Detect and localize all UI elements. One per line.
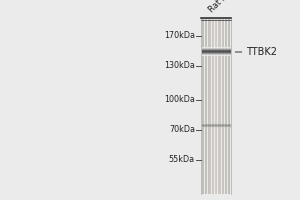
Bar	[210, 18, 211, 194]
Bar	[209, 18, 210, 194]
Text: 170kDa: 170kDa	[164, 31, 195, 40]
Bar	[213, 18, 214, 194]
Bar	[220, 18, 221, 194]
Bar	[212, 18, 213, 194]
Bar	[202, 18, 203, 194]
Bar	[222, 18, 223, 194]
Bar	[230, 18, 231, 194]
Bar	[206, 18, 207, 194]
Text: 130kDa: 130kDa	[164, 62, 195, 71]
Bar	[224, 18, 225, 194]
Text: 70kDa: 70kDa	[169, 126, 195, 134]
Text: Rat brain: Rat brain	[207, 0, 240, 14]
Bar	[215, 18, 216, 194]
Bar	[214, 18, 215, 194]
Bar	[225, 18, 226, 194]
Bar	[207, 18, 208, 194]
Bar	[221, 18, 222, 194]
Bar	[208, 18, 209, 194]
Bar	[228, 18, 229, 194]
Bar	[201, 18, 202, 194]
Bar	[218, 18, 219, 194]
Bar	[227, 18, 228, 194]
Bar	[226, 18, 227, 194]
Bar	[203, 18, 204, 194]
Bar	[217, 18, 218, 194]
Bar	[204, 18, 205, 194]
Bar	[223, 18, 224, 194]
Text: 55kDa: 55kDa	[169, 156, 195, 164]
Bar	[229, 18, 230, 194]
Bar	[219, 18, 220, 194]
Bar	[205, 18, 206, 194]
Text: 100kDa: 100kDa	[164, 96, 195, 104]
Bar	[216, 18, 217, 194]
Text: TTBK2: TTBK2	[246, 47, 277, 57]
